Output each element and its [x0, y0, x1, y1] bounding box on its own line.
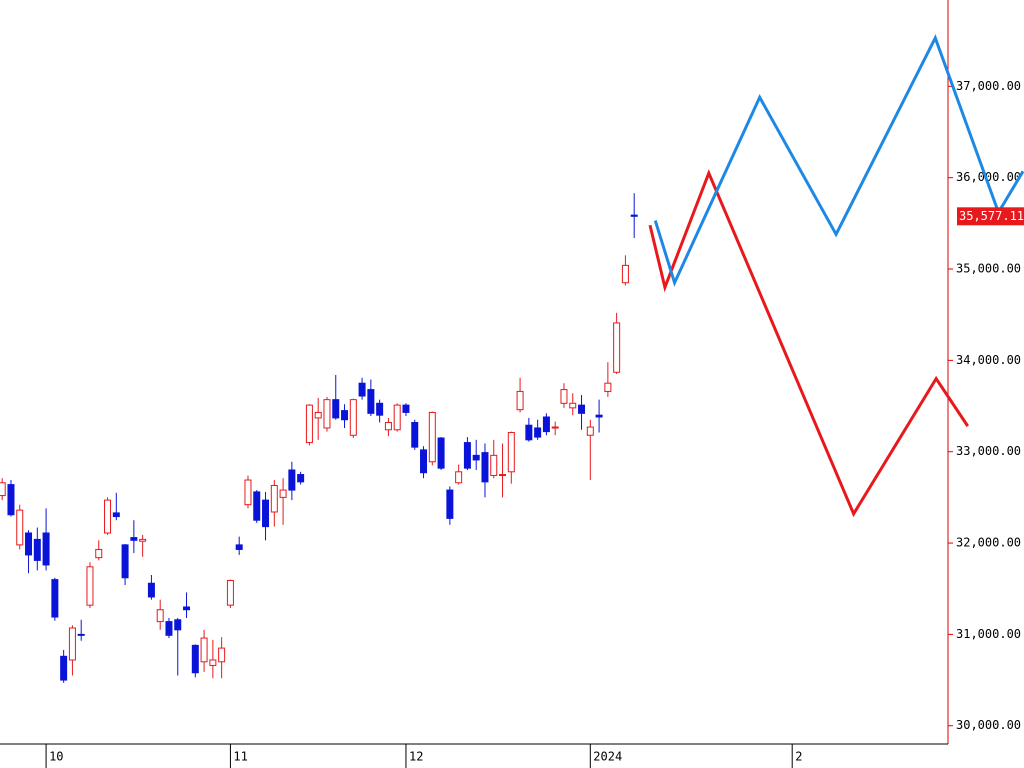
x-tick-label: 2024 — [593, 750, 622, 764]
candle-body — [279, 489, 287, 498]
candle-body — [235, 544, 243, 550]
candle-body — [42, 532, 50, 566]
y-tick-label: 32,000.00 — [956, 536, 1021, 550]
y-tick-label: 36,000.00 — [956, 170, 1021, 184]
candle-body — [446, 489, 454, 519]
candle-body — [270, 485, 278, 513]
candle-body — [297, 474, 305, 483]
candle-body — [332, 399, 340, 419]
candle-body — [25, 532, 33, 556]
candle-body — [349, 399, 357, 436]
candle-body — [621, 264, 629, 284]
candle-body — [463, 442, 471, 469]
candle-body — [77, 633, 85, 636]
candle-body — [437, 437, 445, 469]
candle-body — [253, 491, 261, 521]
candle-body — [455, 471, 463, 484]
candle-body — [428, 411, 436, 463]
y-tick-label: 37,000.00 — [956, 79, 1021, 93]
candle-body — [630, 214, 638, 217]
candle-body — [586, 426, 594, 436]
candle-body — [262, 499, 270, 528]
candle-body — [288, 469, 296, 491]
y-tick-label: 30,000.00 — [956, 718, 1021, 732]
candle-body — [209, 659, 217, 666]
candle-body — [86, 566, 94, 606]
x-tick-label: 12 — [409, 750, 423, 764]
candle-body — [165, 621, 173, 636]
candle-body — [183, 606, 191, 611]
price-tag-label: 35,577.11 — [959, 209, 1024, 223]
candle-body — [7, 484, 15, 516]
candle-body — [613, 322, 621, 373]
candle-body — [323, 399, 331, 429]
candle-body — [393, 404, 401, 431]
x-tick-label: 2 — [795, 750, 802, 764]
candle-body — [174, 619, 182, 631]
candle-body — [191, 644, 199, 674]
candle-body — [68, 627, 76, 661]
projection-line — [648, 169, 969, 518]
candle-body — [60, 655, 68, 681]
candle-body — [534, 427, 542, 438]
candle-body — [104, 499, 112, 534]
candle-body — [121, 544, 129, 579]
candle-body — [314, 411, 322, 419]
candle-body — [156, 609, 164, 623]
candle-body — [0, 482, 6, 497]
candle-body — [420, 449, 428, 474]
candle-body — [305, 404, 313, 444]
candle-body — [411, 421, 419, 448]
candle-body — [542, 416, 550, 433]
y-tick-label: 31,000.00 — [956, 627, 1021, 641]
y-tick-label: 38,000.00 — [956, 0, 1021, 2]
y-tick-label: 35,000.00 — [956, 262, 1021, 276]
price-tag — [957, 207, 1024, 226]
candle-body — [341, 410, 349, 421]
y-tick-label: 34,000.00 — [956, 353, 1021, 367]
candle-body — [147, 582, 155, 598]
candle-body — [472, 454, 480, 461]
candle-body — [525, 424, 533, 441]
candle-body — [218, 647, 226, 663]
candle-body — [139, 538, 147, 542]
candle-body — [490, 454, 498, 476]
candle-body — [112, 512, 120, 518]
candle-body — [95, 548, 103, 559]
candle-body — [516, 390, 524, 411]
candle-body — [507, 432, 515, 473]
candle-body — [16, 509, 24, 546]
candle-body — [569, 402, 577, 409]
candle-body — [384, 421, 392, 431]
candle-body — [130, 537, 138, 541]
candle-body — [481, 452, 489, 483]
candle-body — [244, 479, 252, 506]
candle-body — [560, 389, 568, 404]
candle-body — [358, 382, 366, 397]
candle-body — [551, 426, 559, 429]
candle-body — [604, 382, 612, 392]
candle-body — [595, 414, 603, 418]
candle-body — [226, 579, 234, 606]
candle-body — [376, 402, 384, 416]
candle-body — [499, 474, 507, 477]
candle-body — [402, 404, 410, 413]
x-tick-label: 11 — [233, 750, 247, 764]
x-tick-label: 10 — [49, 750, 63, 764]
candle-body — [367, 389, 375, 414]
candle-body — [578, 404, 586, 414]
y-tick-label: 33,000.00 — [956, 444, 1021, 458]
candle-body — [200, 637, 208, 663]
candle-body — [33, 538, 41, 561]
candle-body — [51, 579, 59, 618]
